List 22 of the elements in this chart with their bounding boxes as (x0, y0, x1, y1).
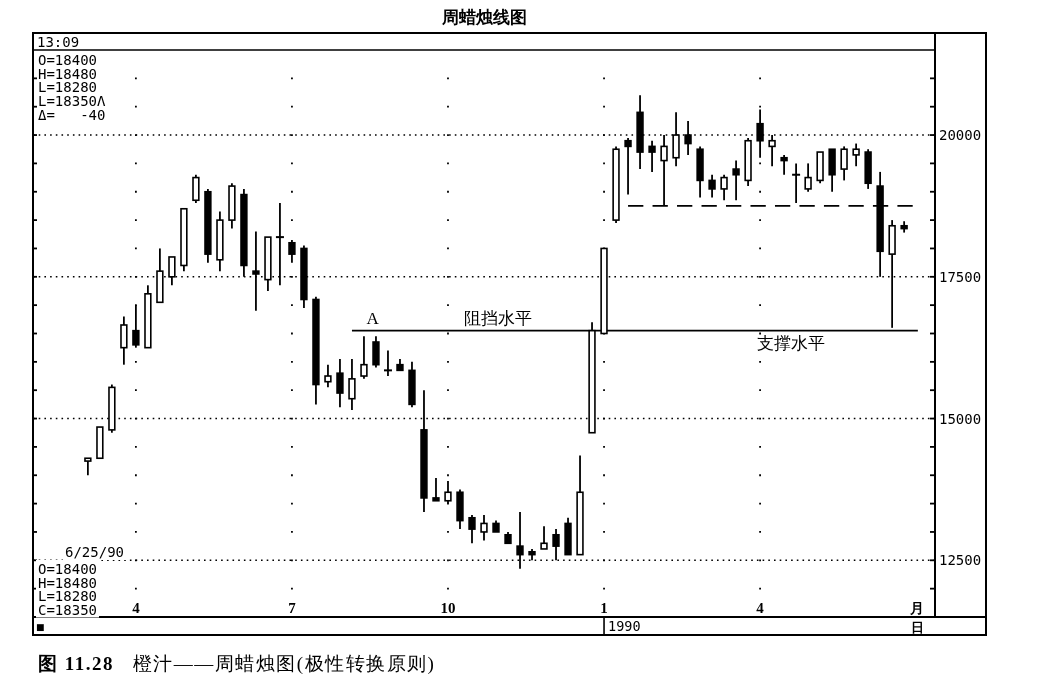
x-axis-title: 月 (909, 600, 924, 616)
text: 1990 (608, 618, 641, 634)
chart-title: 周蜡烛线图 (440, 7, 527, 27)
annotation: 支撑水平 (756, 333, 825, 354)
text: 图 11.28 橙汁——周蜡烛图(极性转换原则) (38, 653, 436, 675)
y-tick-label: 15000 (939, 410, 982, 427)
y-tick-label: 20000 (939, 127, 982, 144)
text: 日 (910, 620, 924, 635)
x-tick-label: 4 (756, 600, 765, 616)
annotation: A (366, 308, 380, 328)
text: ■ (36, 622, 45, 632)
x-tick-label: 1 (600, 600, 608, 616)
annotation: O=18400 H=18480 L=18280 L=18350Λ Δ= -40 (38, 52, 106, 123)
x-tick-label: 10 (440, 600, 456, 616)
y-tick-label: 12500 (939, 552, 982, 569)
annotation: O=18400 H=18480 L=18280 C=18350 (38, 561, 98, 618)
x-tick-label: 4 (132, 600, 141, 616)
annotation: 6/25/90 (65, 544, 125, 560)
annotation: 阻挡水平 (463, 308, 532, 329)
x-tick-label: 7 (288, 600, 297, 616)
y-tick-label: 17500 (939, 268, 982, 285)
annotation: 13:09 (37, 34, 80, 50)
